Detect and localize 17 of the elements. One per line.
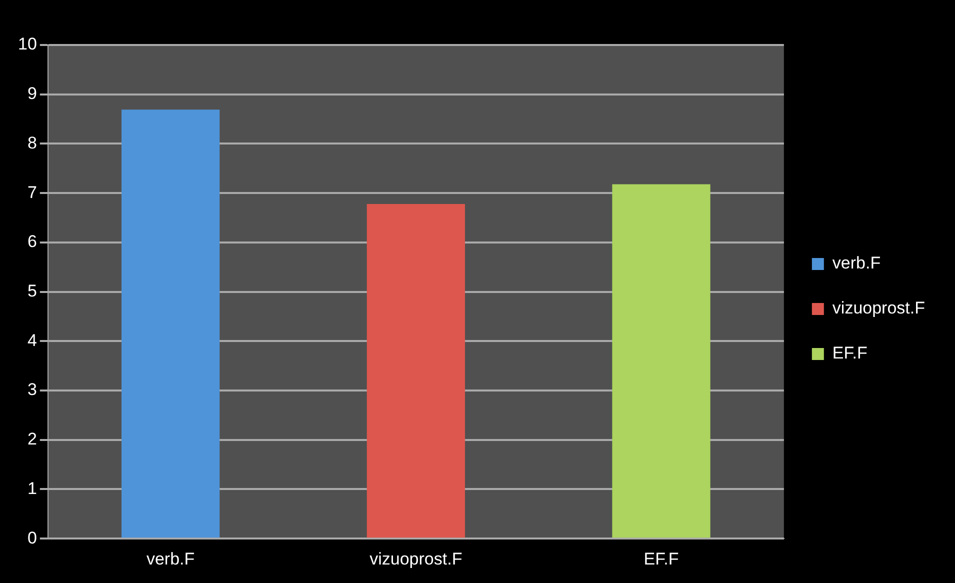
y-tick-label: 4 xyxy=(27,330,37,350)
x-tick-label: EF.F xyxy=(644,549,679,568)
legend-label: vizuoprost.F xyxy=(832,298,926,318)
y-tick-label: 1 xyxy=(27,478,37,498)
y-tick-label: 0 xyxy=(27,528,37,548)
legend-label: verb.F xyxy=(832,254,881,273)
y-tick-label: 5 xyxy=(27,281,37,300)
y-tick-label: 6 xyxy=(27,232,37,252)
y-tick-label: 2 xyxy=(27,430,37,449)
y-tick-label: 3 xyxy=(27,380,37,400)
y-tick-label: 7 xyxy=(27,182,37,202)
y-tick-label: 10 xyxy=(18,34,37,54)
y-tick-label: 8 xyxy=(27,133,37,152)
x-tick-label: vizuoprost.F xyxy=(370,549,462,568)
legend-label: EF.F xyxy=(832,344,868,363)
x-tick-label: verb.F xyxy=(146,549,195,568)
y-tick-label: 9 xyxy=(27,84,37,104)
